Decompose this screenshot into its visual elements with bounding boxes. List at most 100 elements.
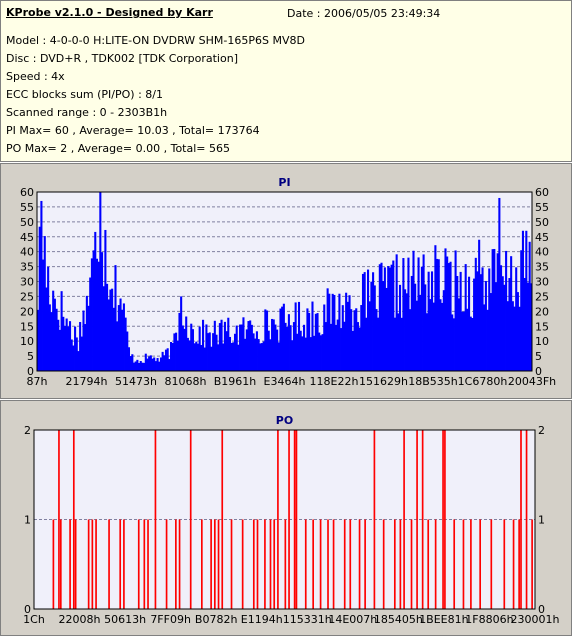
pi-bar <box>79 322 82 371</box>
pi-bar <box>437 259 440 371</box>
pi-bar <box>367 269 370 371</box>
pi-bar <box>53 298 56 371</box>
pi-bar <box>513 306 516 371</box>
po-xtick-label: B0782h <box>195 613 238 626</box>
pi-bar <box>473 278 476 371</box>
po-bar <box>462 519 465 609</box>
pi-ytick-right: 15 <box>535 320 549 333</box>
pi-bar <box>365 317 368 371</box>
pi-bar <box>321 334 324 371</box>
po-bar <box>304 519 307 609</box>
pi-bar <box>375 309 378 371</box>
pi-bar <box>146 358 149 371</box>
pi-bar <box>429 299 432 371</box>
pi-bar <box>84 324 87 371</box>
po-bar <box>364 519 366 609</box>
pi-bar <box>154 361 157 371</box>
pi-bar <box>370 281 373 371</box>
pi-bar <box>360 305 363 371</box>
pi-bar <box>171 343 174 371</box>
pi-bar <box>501 276 504 371</box>
pi-bar <box>85 295 88 371</box>
pi-ytick-right: 25 <box>535 290 549 303</box>
pi-bar <box>195 341 198 371</box>
pi-bar <box>483 304 486 371</box>
pi-bar <box>316 313 319 371</box>
pi-ytick-right: 50 <box>535 216 549 229</box>
pi-bar <box>37 309 40 371</box>
pi-bar <box>240 324 243 371</box>
pi-bar <box>80 336 83 371</box>
po-bar <box>416 430 418 609</box>
pi-ytick-right: 20 <box>535 305 549 318</box>
pi-ytick-left: 5 <box>27 350 34 363</box>
po-plot-border <box>33 429 536 610</box>
pi-bar <box>265 310 269 371</box>
pi-ytick-right: 10 <box>535 335 549 348</box>
po-bar <box>69 519 71 609</box>
po-bar <box>108 519 110 609</box>
po-xtick-label: 50613h <box>104 613 146 626</box>
pi-xtick-label: 118E22h <box>310 375 359 388</box>
pi-bar <box>180 296 183 371</box>
po-bar <box>453 519 456 609</box>
pi-bar <box>233 333 237 371</box>
po-bar <box>210 519 212 609</box>
pi-bar <box>264 309 267 371</box>
pi-title: PI <box>278 176 290 189</box>
pi-bar <box>217 344 220 371</box>
pi-bar <box>111 288 114 371</box>
pi-bar <box>139 361 142 371</box>
pi-bar <box>274 324 277 371</box>
pi-bar <box>176 340 179 371</box>
pi-bar <box>178 312 181 371</box>
pi-bar <box>72 345 75 371</box>
po-bar <box>273 519 276 609</box>
pi-bar <box>393 317 397 371</box>
pi-bar <box>70 339 73 371</box>
pi-xtick-label: 151629h <box>359 375 408 388</box>
pi-bar <box>45 287 48 371</box>
pi-ytick-right: 45 <box>535 231 549 244</box>
pi-bar <box>220 319 223 371</box>
po-chart-panel: 0 0 1 1 2 2 PO 1Ch 22008h 50613h 7FF09h B0782h E1194… <box>0 400 572 636</box>
pi-bar <box>301 336 304 371</box>
po-bar <box>503 519 506 609</box>
pi-bar <box>409 309 412 371</box>
pi-bar <box>77 351 80 371</box>
pi-bar <box>511 301 514 371</box>
pi-bar <box>486 309 489 371</box>
po-bar <box>123 519 125 609</box>
pi-bar <box>119 298 122 371</box>
pi-bar <box>309 337 312 371</box>
po-bar <box>312 519 314 609</box>
speed-line: Speed : 4x <box>6 70 65 83</box>
po-bar <box>512 519 515 609</box>
pi-ytick-right: 55 <box>535 201 549 214</box>
pi-bar <box>306 308 309 371</box>
pi-chart-panel: 0 0 5 5 10 10 15 15 20 20 25 25 30 30 35 35 40 40 45 45 50 50… <box>0 163 572 399</box>
pi-bar <box>55 308 58 371</box>
pi-bar <box>466 308 469 371</box>
pi-bar <box>387 266 390 371</box>
pi-bar <box>222 343 225 371</box>
po-bar <box>427 519 430 609</box>
po-bar <box>442 430 444 609</box>
po-bar <box>269 519 272 609</box>
pi-bar <box>42 259 45 371</box>
pi-bar <box>109 289 112 371</box>
po-bar <box>479 519 481 609</box>
pi-xtick-label: 21794h <box>66 375 108 388</box>
pi-bar <box>388 267 391 371</box>
po-bar <box>410 519 413 609</box>
pi-bar <box>358 327 361 371</box>
pi-bar <box>361 273 365 371</box>
pi-bar <box>87 305 90 371</box>
pi-bar <box>252 333 255 371</box>
model-line: Model : 4-0-0-0 H:LITE-ON DVDRW SHM-165P… <box>6 34 305 47</box>
pi-bar <box>520 250 523 371</box>
pi-bar <box>338 293 341 371</box>
po-bar <box>230 519 233 609</box>
pi-bar <box>100 252 104 371</box>
pi-bar <box>336 319 339 371</box>
